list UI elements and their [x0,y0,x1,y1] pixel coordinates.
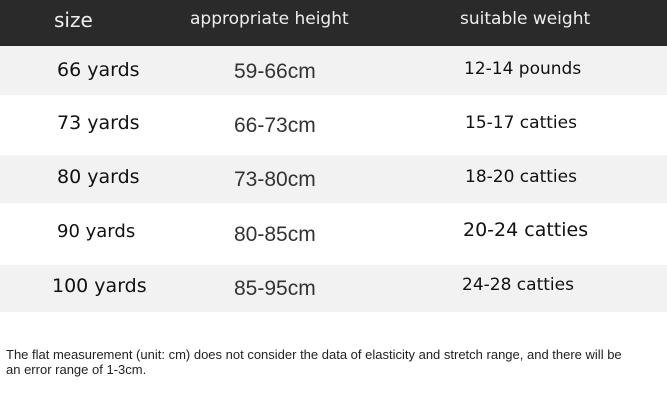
weight-cell: 15-17 catties [465,113,577,133]
weight-cell: 20-24 catties [463,219,589,241]
weight-cell: 24-28 catties [462,275,574,295]
header-size: size [54,8,93,32]
size-cell: 66 yards [57,59,140,81]
size-cell: 100 yards [52,275,147,297]
header-weight: suitable weight [460,9,591,29]
table-row: 80 yards 73-80cm 18-20 catties [0,155,667,203]
height-cell: 85-95cm [234,277,316,300]
height-cell: 80-85cm [234,223,316,246]
height-cell: 59-66cm [234,60,316,83]
table-row: 66 yards 59-66cm 12-14 pounds [0,46,667,95]
size-cell: 73 yards [57,112,140,134]
table-row: 100 yards 85-95cm 24-28 catties [0,265,667,312]
size-cell: 80 yards [57,166,140,188]
table-header: size appropriate height suitable weight [0,0,667,46]
table-row: 73 yards 66-73cm 15-17 catties [0,95,667,155]
table-row: 90 yards 80-85cm 20-24 catties [0,203,667,265]
height-cell: 73-80cm [234,168,316,191]
height-cell: 66-73cm [234,114,316,137]
weight-cell: 18-20 catties [465,167,577,187]
weight-cell: 12-14 pounds [464,59,582,79]
size-cell: 90 yards [57,221,136,242]
measurement-note: The flat measurement (unit: cm) does not… [6,347,622,377]
header-height: appropriate height [190,9,349,29]
